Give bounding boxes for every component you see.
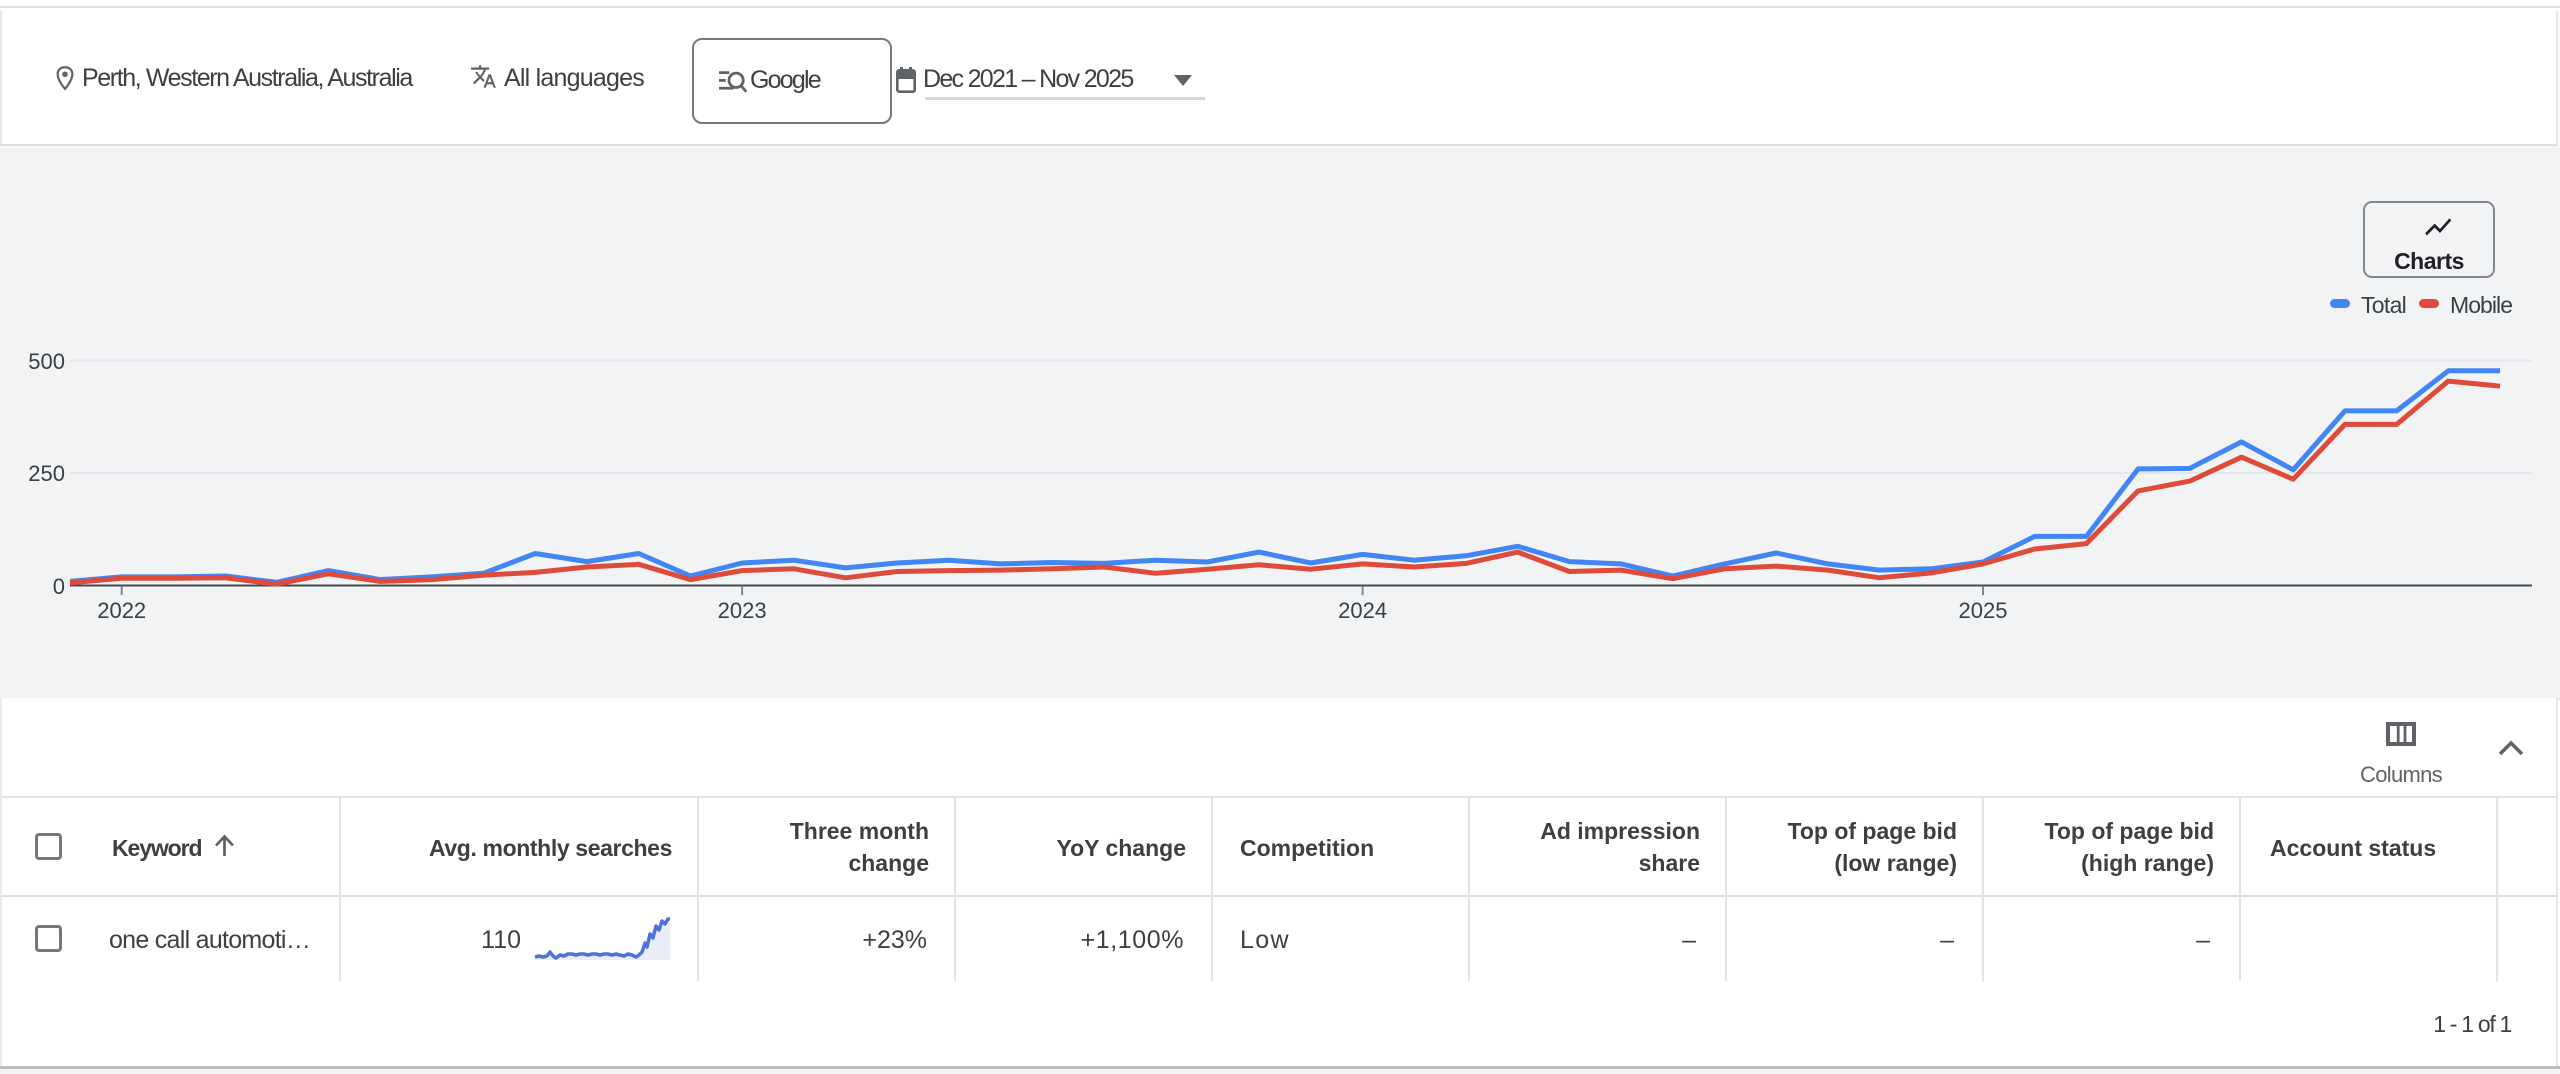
svg-text:250: 250 [28,461,65,486]
svg-text:500: 500 [28,349,65,374]
svg-text:2024: 2024 [1338,598,1387,623]
svg-text:2022: 2022 [97,598,146,623]
svg-text:0: 0 [53,574,65,599]
svg-text:2025: 2025 [1959,598,2008,623]
svg-text:2023: 2023 [718,598,767,623]
